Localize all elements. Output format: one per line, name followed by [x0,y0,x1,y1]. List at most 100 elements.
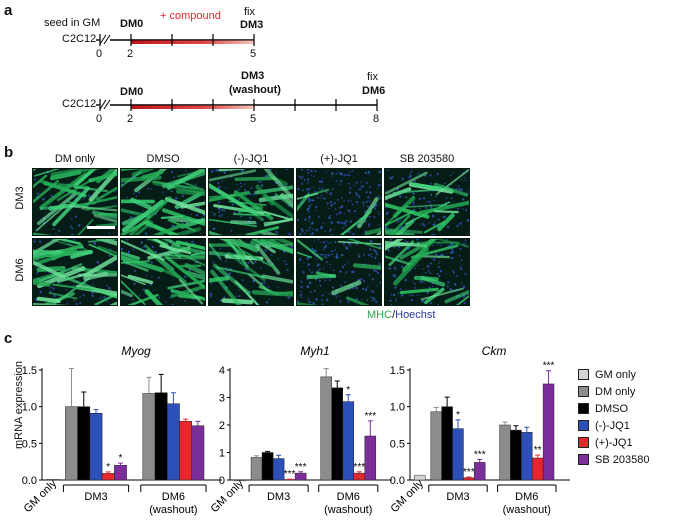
timeline1-break-b [103,34,111,45]
day-tick-2: 2 [127,48,134,60]
timeline2-break-a [99,99,107,110]
fix-label-2: fix [367,71,378,83]
legend-label-gm-only: GM only [595,368,636,381]
timeline1-break-a [99,34,107,45]
bar-2-1-sb203580 [542,383,555,481]
day-tick-0b: 0 [96,113,103,125]
group-label-2-washout: (washout) [503,504,551,516]
micrograph-1-1 [120,238,206,306]
bar-1-0-sb203580 [294,472,307,481]
sig-0-0-3: * [106,462,110,473]
legend-dm-only: DM only [578,383,649,400]
legend-label-sb203580: SB 203580 [595,453,650,466]
bar-1-0-dm-only [250,457,263,481]
bar-2-1-plus-jq1 [531,457,544,481]
y-tick-label-1-2: 2 [219,420,225,432]
legend-label-plus-jq1: (+)-JQ1 [595,436,633,449]
cell-line-label-1: C2C12 [62,33,97,45]
day-tick-5: 5 [250,48,257,60]
sig-2-0-2: * [456,410,460,421]
sig-1-1-2: * [346,385,350,396]
micrograph-0-4 [384,168,470,236]
bar-2-0-dm-only [430,411,442,481]
legend-swatch-gm-only [578,369,589,380]
y-tick-label-1-0: 0 [219,475,225,487]
y-tick-label-1-3: 3 [219,393,225,405]
dm0-label-1: DM0 [120,18,144,30]
sig-2-0-4: *** [474,449,486,460]
compound-label: + compound [160,10,221,22]
dm3-end-label: DM3 [240,19,264,31]
bar-1-1-dmso [331,387,344,481]
sig-0-0-4: * [119,453,123,464]
panel-b-letter: b [4,144,14,161]
dm0-label-2: DM0 [120,86,144,98]
washout-label: (washout) [229,84,281,96]
bar-1-1-plus-jq1 [353,472,366,481]
panel-c-letter: c [4,330,13,347]
day-tick-5b: 5 [250,113,257,125]
micrograph-0-2 [208,168,294,236]
day-tick-0: 0 [96,48,103,60]
micrograph-1-3 [296,238,382,306]
legend-dmso: DMSO [578,400,649,417]
bar-2-0-minus-jq1 [452,428,464,481]
bar-0-0-sb203580 [114,465,127,481]
col-label-dm-only: DM only [54,153,96,165]
col-label-dmso: DMSO [146,153,180,165]
legend-swatch-dmso [578,403,589,414]
sig-1-1-3: *** [353,462,365,473]
sig-2-0-3: *** [463,467,475,478]
bar-1-0-minus-jq1 [272,458,285,481]
micrograph-1-0 [32,238,118,306]
chart-legend: GM only DM only DMSO (-)-JQ1 (+)-JQ1 SB … [578,366,649,468]
bar-1-1-dm-only [320,376,332,481]
group-label-1-dm6: DM6 [337,491,360,503]
bar-0-1-dm-only [142,393,156,481]
col-label-sb203580: SB 203580 [399,153,455,165]
stain-mhc: MHC [367,309,393,321]
y-tick-label-2-2: 1.0 [390,402,405,414]
bar-2-1-dmso [510,429,522,481]
bar-0-1-sb203580 [191,425,205,481]
bar-2-0-dmso [441,406,453,481]
legend-swatch-plus-jq1 [578,437,589,448]
legend-plus-jq1: (+)-JQ1 [578,434,649,451]
micrograph-0-3 [296,168,382,236]
bar-2-1-minus-jq1 [521,432,533,481]
timeline1-compound-bar [131,40,254,44]
timeline2-break-b [103,99,111,110]
fix-label-1: fix [244,6,255,18]
chart-title-1: Myh1 [300,344,329,358]
legend-label-dmso: DMSO [595,402,628,415]
stain-separator: / [392,309,396,321]
y-tick-label-1-4: 4 [219,365,225,377]
group-label-2-dm3: DM3 [446,491,469,503]
bar-1-1-sb203580 [364,435,377,481]
day-tick-2b: 2 [127,113,134,125]
bar-0-1-plus-jq1 [179,421,193,481]
legend-swatch-sb203580 [578,454,589,465]
micrograph-1-4 [384,238,470,306]
timeline-diagram [96,34,378,111]
group-label-2-dm6: DM6 [515,491,538,503]
bar-0-1-dmso [154,392,168,481]
stain-hoechst: Hoechst [395,309,436,321]
y-tick-label-0-2: 1.0 [22,402,37,414]
dm6-end-label: DM6 [362,85,386,97]
col-label-minus-jq1: (-)-JQ1 [233,153,269,165]
legend-swatch-minus-jq1 [578,420,589,431]
group-label-1-washout: (washout) [324,504,372,516]
y-tick-label-2-0: 0.0 [390,475,405,487]
legend-swatch-dm-only [578,386,589,397]
legend-gm-only: GM only [578,366,649,383]
row-label-dm3: DM3 [14,186,26,210]
dm3-mid-label: DM3 [241,70,265,82]
bar-0-0-dm-only [65,406,78,481]
chart-title-2: Ckm [482,344,507,358]
sig-2-1-4: *** [543,361,555,372]
y-tick-label-2-3: 1.5 [390,365,405,377]
bar-2-0-plus-jq1 [463,477,475,481]
legend-sb203580: SB 203580 [578,451,649,468]
timeline2-compound-bar [131,105,254,109]
